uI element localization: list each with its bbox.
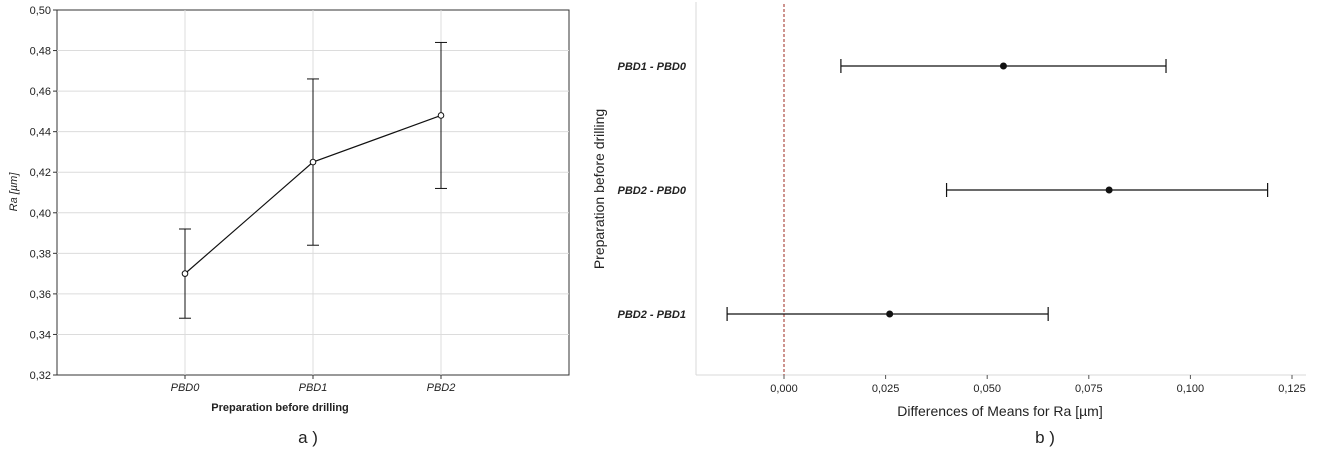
panel-b-x-tick-label: 0,050 <box>973 383 1001 395</box>
panel-a-y-tick-label: 0,36 <box>30 289 51 301</box>
panel-b-y-axis-label: Preparation before drilling <box>591 109 607 269</box>
panel-b-x-tick-label: 0,000 <box>770 383 798 395</box>
panel-b-mean-point <box>1000 63 1007 70</box>
panel-a-y-axis-label: Ra [µm] <box>8 172 20 212</box>
panel-a-x-axis-label: Preparation before drilling <box>211 402 349 414</box>
panel-b-category-labels: PBD1 - PBD0 PBD2 - PBD0 PBD2 - PBD1 <box>618 61 687 321</box>
panel-a-y-tick-label: 0,48 <box>30 46 51 58</box>
panel-a-y-ticks: 0,32 0,34 0,36 0,38 0,40 0,42 0,44 0,46 0,48 0,50 <box>30 5 57 382</box>
panel-b-mean-point <box>886 311 893 318</box>
panel-a-y-tick-label: 0,44 <box>30 127 51 139</box>
panel-a-x-tick-label: PBD2 <box>427 382 456 394</box>
panel-b-category-label: PBD1 - PBD0 <box>618 61 687 73</box>
panel-a-y-tick-label: 0,34 <box>30 329 51 341</box>
panel-a-y-tick-label: 0,50 <box>30 5 51 17</box>
panel-a-y-tick-label: 0,38 <box>30 248 51 260</box>
panel-b-x-tick-label: 0,100 <box>1177 383 1205 395</box>
panel-a: 0,32 0,34 0,36 0,38 0,40 0,42 0,44 0,46 0,48 0,50… <box>8 5 569 447</box>
panel-a-label: a ) <box>298 428 318 447</box>
panel-a-data-point <box>438 113 444 119</box>
panel-a-y-tick-label: 0,32 <box>30 370 51 382</box>
panel-b-mean-point <box>1106 187 1113 194</box>
panel-a-data-point <box>182 271 188 277</box>
panel-b-category-label: PBD2 - PBD0 <box>618 185 687 197</box>
panel-a-x-ticks: PBD0 PBD1 PBD2 <box>171 375 456 394</box>
panel-a-y-tick-label: 0,46 <box>30 86 51 98</box>
panel-b-marks <box>727 59 1268 321</box>
panel-b: 0,000 0,025 0,050 0,075 0,100 0,125 PBD1 - PB… <box>591 2 1306 447</box>
panel-b-category-label: PBD2 - PBD1 <box>618 309 686 321</box>
panel-a-y-tick-label: 0,42 <box>30 167 51 179</box>
panel-b-x-tick-label: 0,075 <box>1075 383 1103 395</box>
panel-a-x-tick-label: PBD1 <box>299 382 328 394</box>
panel-b-x-ticks: 0,000 0,025 0,050 0,075 0,100 0,125 <box>770 375 1306 395</box>
panel-a-y-tick-label: 0,40 <box>30 208 51 220</box>
panel-a-x-tick-label: PBD0 <box>171 382 201 394</box>
panel-b-x-axis-label: Differences of Means for Ra [µm] <box>897 403 1102 419</box>
panel-b-x-tick-label: 0,025 <box>872 383 900 395</box>
panel-b-label: b ) <box>1035 428 1055 447</box>
panel-a-data-point <box>310 159 316 165</box>
panel-b-x-tick-label: 0,125 <box>1278 383 1306 395</box>
